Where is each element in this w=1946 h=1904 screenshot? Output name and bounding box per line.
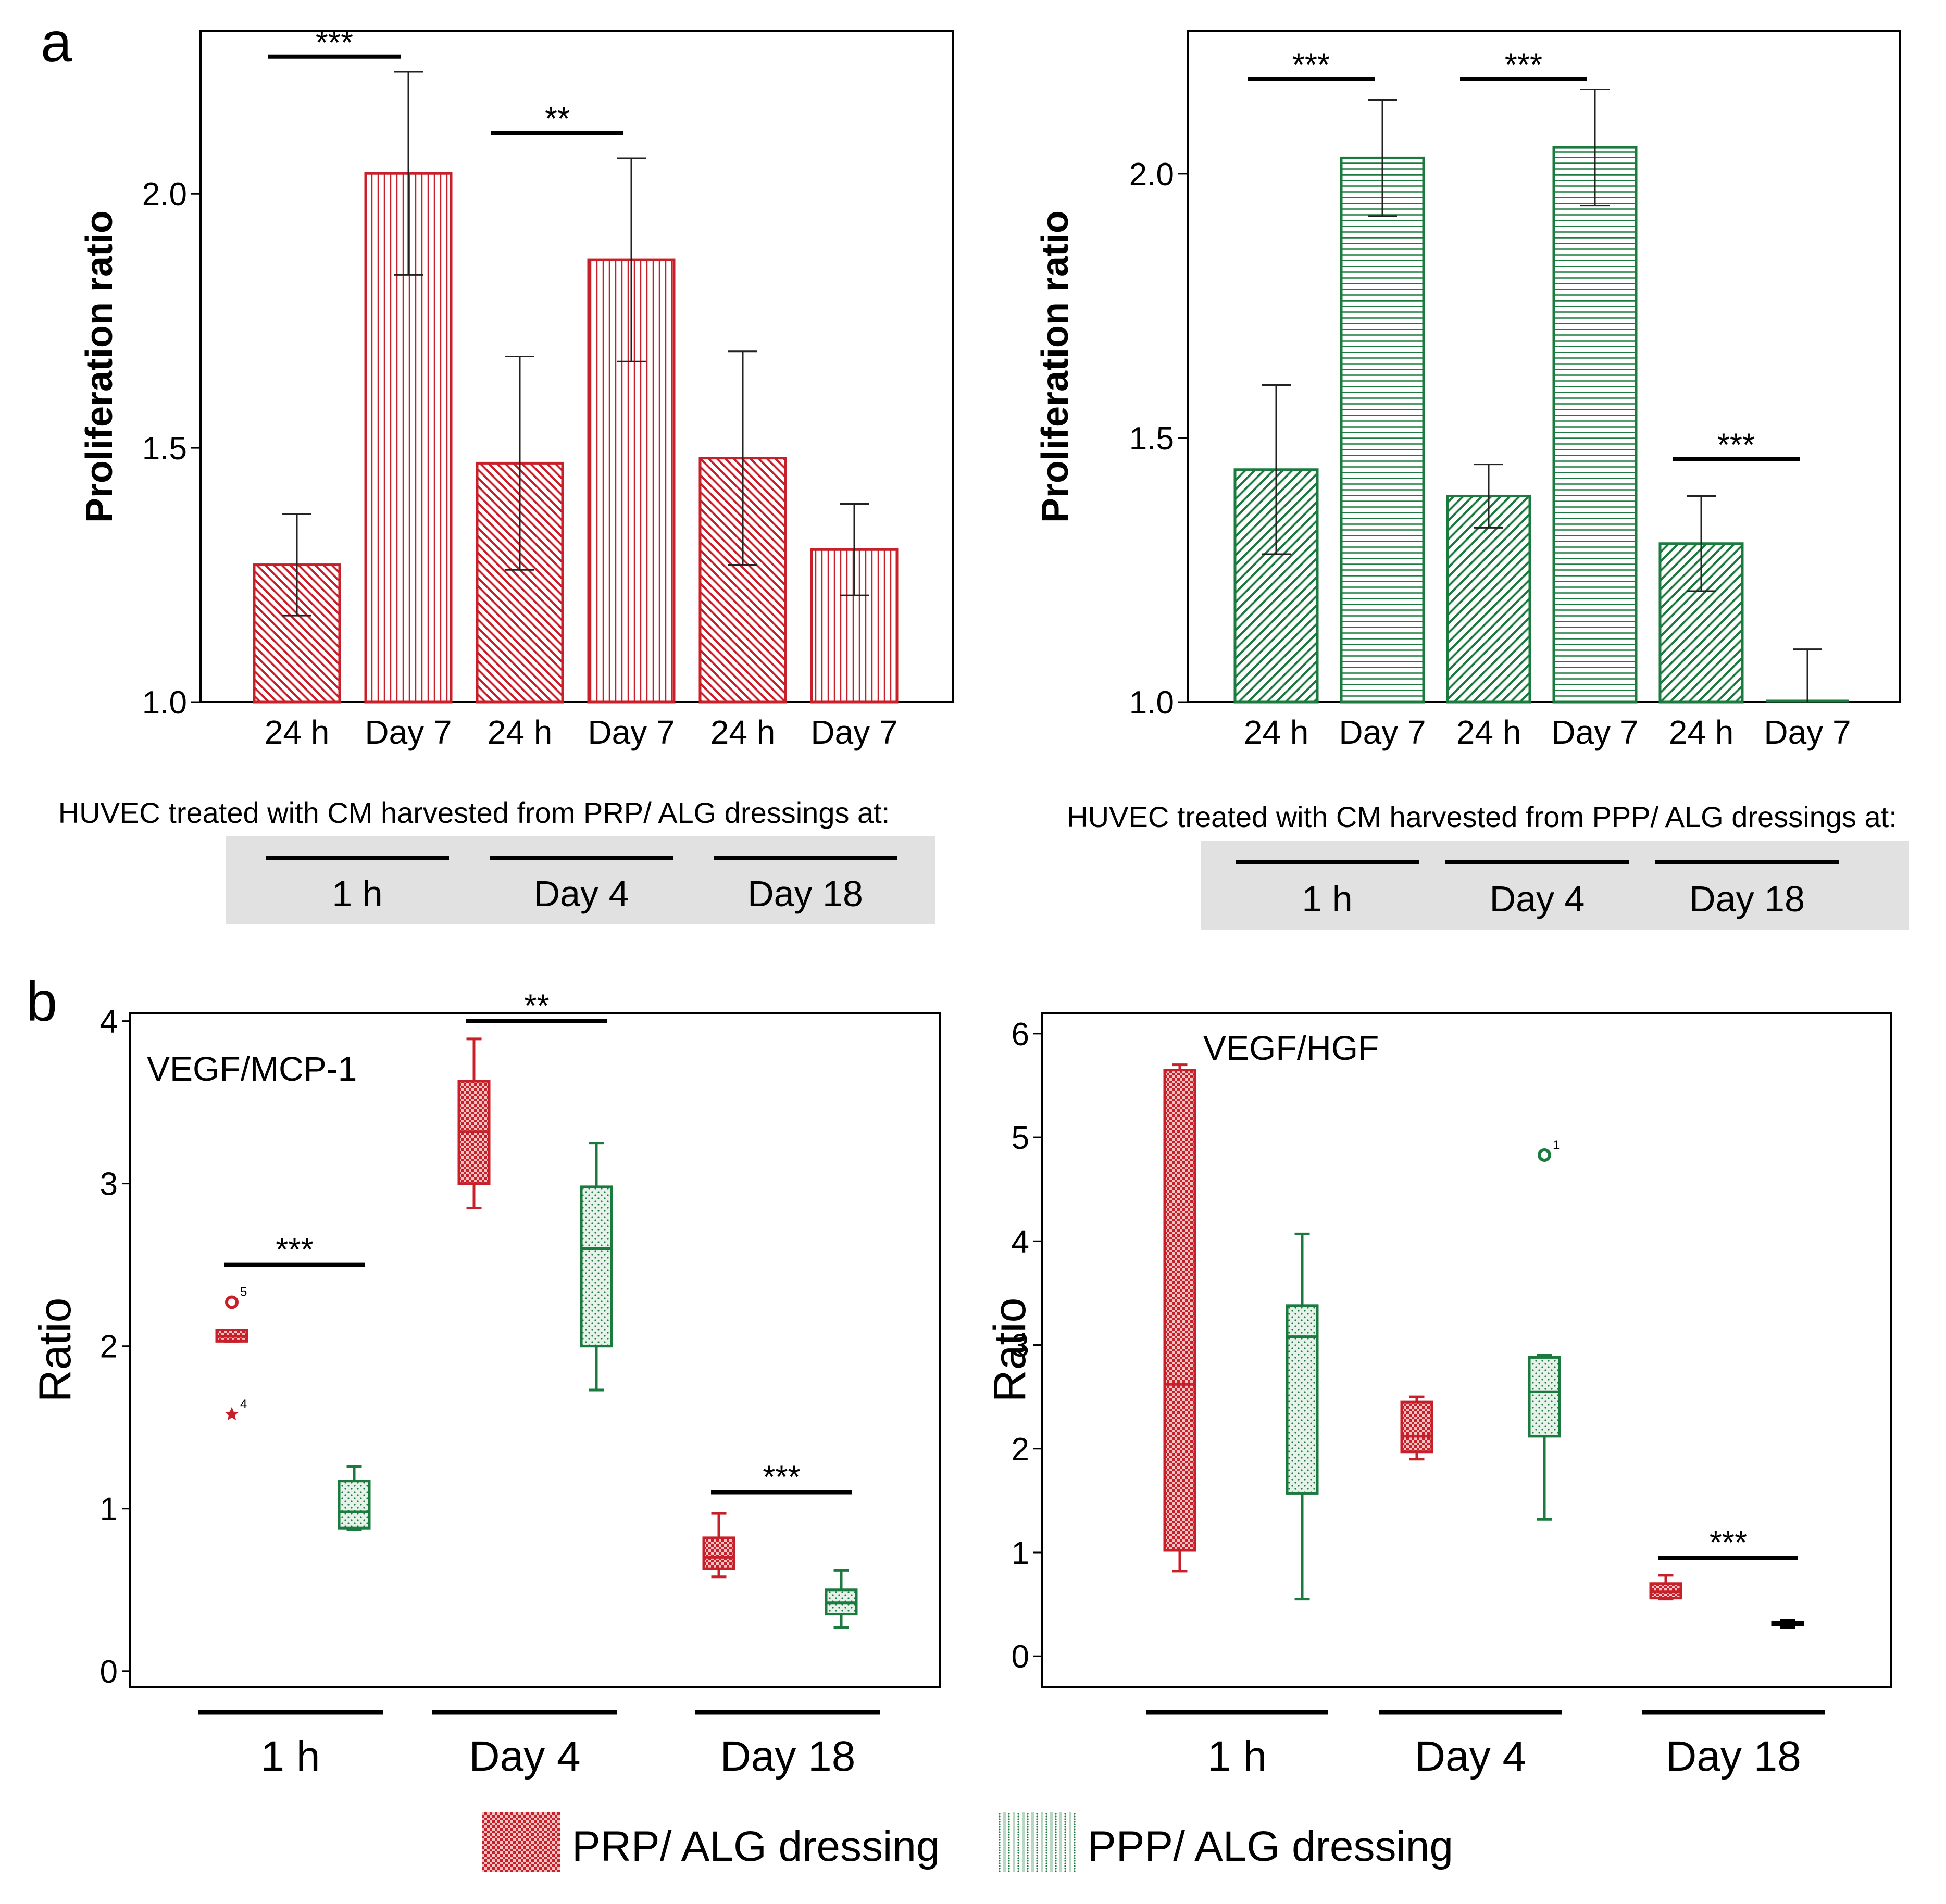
plot-frame xyxy=(1041,1012,1892,1688)
significance-label: *** xyxy=(1292,47,1330,83)
x-tick-label: 24 h xyxy=(1669,713,1734,751)
box xyxy=(580,1185,613,1348)
y-tick-label: 1 xyxy=(100,1492,118,1527)
x-tick-label: Day 7 xyxy=(1764,713,1851,751)
x-tick-label: 24 h xyxy=(1244,713,1309,751)
y-tick-label: 2.0 xyxy=(142,177,187,212)
significance-label: ** xyxy=(524,988,549,1024)
legend-swatch-prp xyxy=(482,1812,560,1872)
y-axis-label: Ratio xyxy=(30,1298,80,1402)
group-band xyxy=(226,836,935,924)
group-label: 1 h xyxy=(261,1733,320,1780)
group-label: 1 h xyxy=(1207,1733,1267,1780)
significance-label: *** xyxy=(1710,1525,1747,1561)
y-tick-label: 0 xyxy=(1012,1639,1029,1675)
x-tick-label: 24 h xyxy=(488,713,553,751)
significance-label: *** xyxy=(276,1232,313,1268)
group-label: Day 18 xyxy=(1689,879,1805,919)
bar xyxy=(1340,156,1425,704)
plot-title: VEGF/HGF xyxy=(1203,1029,1379,1067)
chart-b-right: Ratio VEGF/HGF 0 1 2 3 4 5 6 1 *** 1 h Day 4 Day 18 xyxy=(985,1012,1892,1780)
y-tick-label: 0 xyxy=(100,1654,118,1690)
plot-title: VEGF/MCP-1 xyxy=(147,1049,357,1088)
y-tick-label: 3 xyxy=(1012,1328,1029,1364)
x-tick-label: 24 h xyxy=(710,713,776,751)
outlier-label: 5 xyxy=(240,1285,247,1299)
panel-label-b: b xyxy=(26,970,57,1033)
y-tick-label: 4 xyxy=(1012,1224,1029,1260)
legend: PRP/ ALG dressing PPP/ ALG dressing xyxy=(482,1812,1453,1872)
chart-a-right: Proliferation ratio 1.0 1.5 2.0 24 h Day 7 24 … xyxy=(1034,30,1909,930)
outlier-label: 1 xyxy=(1553,1138,1560,1152)
group-label: Day 18 xyxy=(720,1733,856,1780)
y-tick-label: 4 xyxy=(100,1004,118,1040)
x-tick-label: Day 7 xyxy=(810,713,897,751)
legend-label-ppp: PPP/ ALG dressing xyxy=(1088,1823,1453,1870)
box xyxy=(1163,1069,1196,1552)
caption: HUVEC treated with CM harvested from PRP… xyxy=(58,796,890,829)
group-label: Day 4 xyxy=(534,873,629,914)
significance-label: *** xyxy=(1717,427,1755,463)
y-tick-label: 1.0 xyxy=(142,685,187,721)
outlier-circle xyxy=(1538,1148,1551,1162)
outlier-star xyxy=(224,1407,239,1421)
group-band xyxy=(1201,841,1909,930)
x-tick-label: Day 7 xyxy=(588,713,675,751)
box xyxy=(1400,1400,1433,1454)
plot-frame xyxy=(129,1012,941,1688)
bar xyxy=(1446,494,1531,704)
x-tick-label: Day 7 xyxy=(1339,713,1426,751)
x-tick-label: 24 h xyxy=(1456,713,1521,751)
y-tick-label: 3 xyxy=(100,1167,118,1202)
y-tick-label: 2.0 xyxy=(1129,157,1174,193)
y-tick-label: 1.5 xyxy=(1129,421,1174,457)
y-axis-label: Proliferation ratio xyxy=(79,210,120,523)
x-tick-label: Day 7 xyxy=(365,713,452,751)
x-tick-label: Day 7 xyxy=(1551,713,1638,751)
x-tick-label: 24 h xyxy=(265,713,330,751)
plot-frame xyxy=(1187,30,1901,703)
y-tick-label: 2 xyxy=(100,1329,118,1365)
y-tick-label: 2 xyxy=(1012,1432,1029,1468)
group-label: Day 18 xyxy=(747,873,863,914)
group-label: Day 4 xyxy=(1490,879,1585,919)
outlier-circle xyxy=(225,1295,239,1309)
y-tick-label: 5 xyxy=(1012,1120,1029,1156)
y-tick-label: 6 xyxy=(1012,1017,1029,1053)
caption: HUVEC treated with CM harvested from PPP… xyxy=(1067,800,1897,833)
legend-label-prp: PRP/ ALG dressing xyxy=(572,1823,940,1870)
box xyxy=(1528,1356,1561,1438)
significance-label: *** xyxy=(763,1460,800,1496)
group-label: Day 4 xyxy=(1415,1733,1526,1780)
significance-label: ** xyxy=(545,101,570,137)
group-label: Day 4 xyxy=(469,1733,580,1780)
legend-swatch-ppp xyxy=(997,1812,1076,1872)
bar xyxy=(1552,146,1638,704)
y-tick-label: 1.5 xyxy=(142,431,187,467)
box xyxy=(1286,1304,1319,1495)
plot-frame xyxy=(199,30,954,703)
box xyxy=(702,1536,735,1570)
outlier-label: 4 xyxy=(240,1397,247,1411)
group-label: Day 18 xyxy=(1666,1733,1801,1780)
y-axis-label: Ratio xyxy=(985,1298,1035,1402)
box xyxy=(338,1480,371,1530)
group-label: 1 h xyxy=(1302,879,1352,919)
y-axis-label: Proliferation ratio xyxy=(1034,210,1076,523)
significance-label: *** xyxy=(316,25,353,61)
group-label: 1 h xyxy=(332,873,382,914)
panel-label-a: a xyxy=(41,10,72,73)
y-tick-label: 1 xyxy=(1012,1535,1029,1571)
significance-label: *** xyxy=(1505,47,1542,83)
y-tick-label: 1.0 xyxy=(1129,685,1174,721)
chart-a-left: Proliferation ratio 1.0 1.5 2.0 24 h Day 7 24 … xyxy=(58,25,954,924)
